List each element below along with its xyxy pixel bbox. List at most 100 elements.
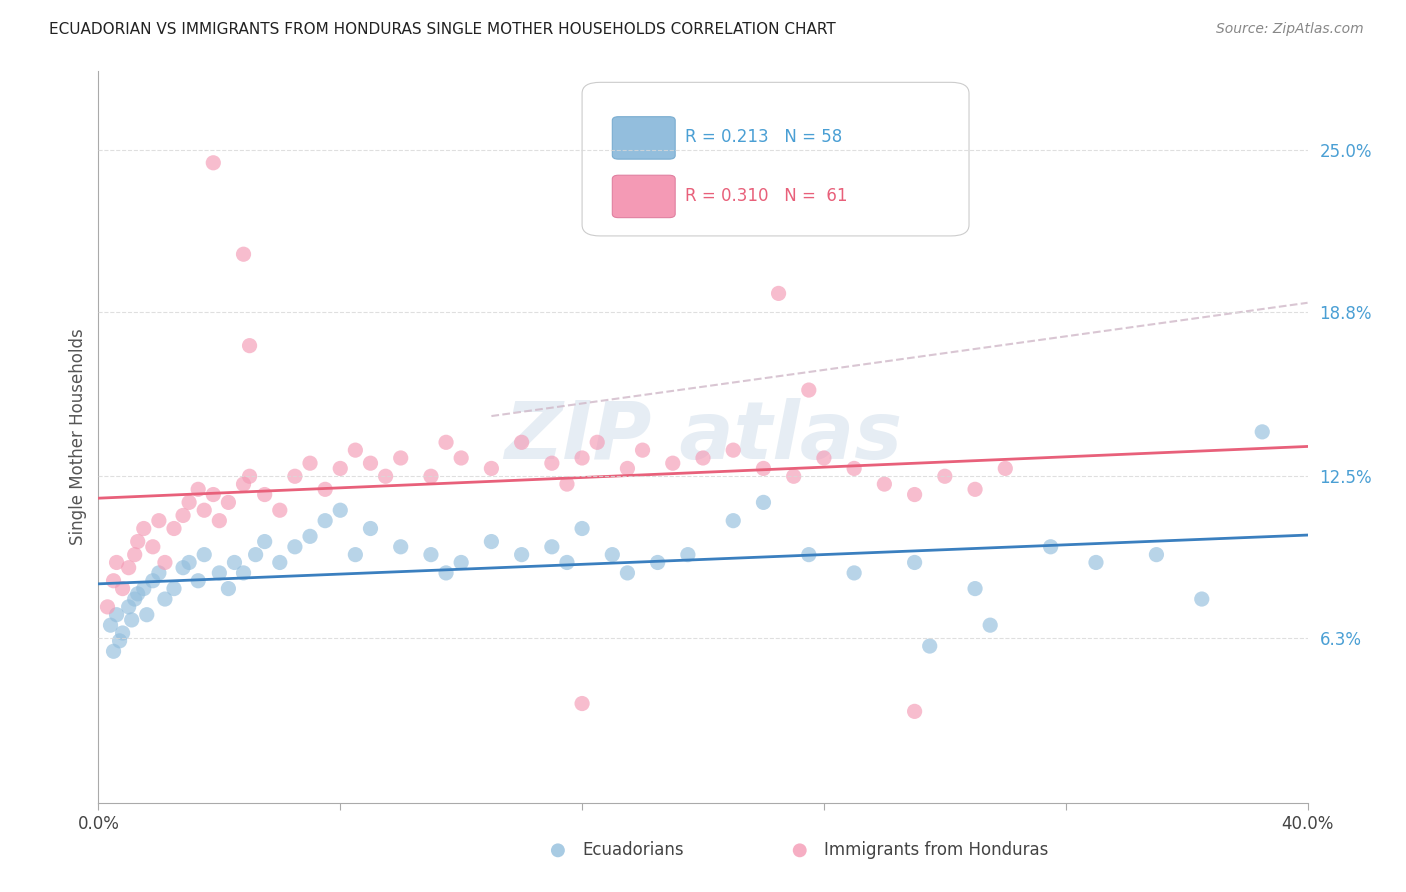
- Point: [420, 469, 443, 483]
- Point: [103, 644, 125, 658]
- Point: [269, 556, 291, 570]
- Point: [179, 556, 201, 570]
- Point: [434, 566, 457, 580]
- Point: [142, 540, 165, 554]
- Point: [142, 574, 165, 588]
- Y-axis label: Single Mother Households: Single Mother Households: [69, 329, 87, 545]
- Point: [132, 582, 155, 596]
- Text: Immigrants from Honduras: Immigrants from Honduras: [824, 841, 1049, 859]
- Point: [616, 461, 638, 475]
- Point: [904, 487, 927, 501]
- Point: [540, 540, 562, 554]
- Point: [187, 574, 209, 588]
- Point: [389, 540, 412, 554]
- Point: [676, 548, 699, 562]
- Point: [813, 450, 835, 465]
- Point: [904, 705, 927, 719]
- FancyBboxPatch shape: [613, 175, 675, 218]
- Point: [118, 560, 141, 574]
- Text: Source: ZipAtlas.com: Source: ZipAtlas.com: [1216, 22, 1364, 37]
- Point: [217, 582, 239, 596]
- Point: [314, 514, 336, 528]
- Point: [269, 503, 291, 517]
- Point: [873, 477, 896, 491]
- Point: [148, 514, 170, 528]
- Point: [692, 450, 714, 465]
- Point: [163, 521, 186, 535]
- Point: [124, 592, 146, 607]
- Point: [239, 339, 262, 353]
- Point: [148, 566, 170, 580]
- Point: [510, 548, 533, 562]
- Point: [752, 495, 775, 509]
- Point: [979, 618, 1001, 632]
- Point: [118, 599, 141, 614]
- Point: [127, 534, 149, 549]
- Point: [208, 566, 231, 580]
- Point: [1251, 425, 1274, 439]
- Point: [253, 487, 276, 501]
- Point: [232, 477, 254, 491]
- Point: [299, 456, 322, 470]
- Point: [374, 469, 396, 483]
- Point: [153, 592, 176, 607]
- Point: [723, 514, 745, 528]
- Point: [631, 443, 654, 458]
- Text: ECUADORIAN VS IMMIGRANTS FROM HONDURAS SINGLE MOTHER HOUSEHOLDS CORRELATION CHAR: ECUADORIAN VS IMMIGRANTS FROM HONDURAS S…: [49, 22, 837, 37]
- Point: [797, 383, 820, 397]
- Point: [284, 540, 307, 554]
- FancyBboxPatch shape: [613, 117, 675, 159]
- Point: [360, 521, 382, 535]
- Point: [571, 450, 593, 465]
- Point: [344, 548, 367, 562]
- Text: R = 0.310   N =  61: R = 0.310 N = 61: [685, 186, 848, 204]
- Point: [163, 582, 186, 596]
- Point: [540, 456, 562, 470]
- Point: [783, 469, 806, 483]
- Point: [100, 618, 122, 632]
- Point: [193, 548, 215, 562]
- Point: [918, 639, 941, 653]
- Point: [723, 443, 745, 458]
- Point: [994, 461, 1017, 475]
- Point: [1085, 556, 1108, 570]
- Point: [172, 560, 194, 574]
- Point: [420, 548, 443, 562]
- Point: [797, 548, 820, 562]
- Point: [202, 487, 225, 501]
- Point: [965, 483, 987, 497]
- Point: [555, 477, 578, 491]
- Point: [661, 456, 683, 470]
- Point: [245, 548, 267, 562]
- Point: [481, 461, 503, 475]
- Point: [187, 483, 209, 497]
- Point: [299, 529, 322, 543]
- Point: [232, 566, 254, 580]
- Point: [510, 435, 533, 450]
- Point: [571, 697, 593, 711]
- Point: [208, 514, 231, 528]
- Point: [647, 556, 669, 570]
- Point: [481, 534, 503, 549]
- Point: [103, 574, 125, 588]
- FancyBboxPatch shape: [582, 82, 969, 235]
- Point: [344, 443, 367, 458]
- Point: [314, 483, 336, 497]
- Point: [450, 556, 472, 570]
- Point: [105, 607, 128, 622]
- Text: R = 0.213   N = 58: R = 0.213 N = 58: [685, 128, 842, 146]
- Point: [284, 469, 307, 483]
- Point: [965, 582, 987, 596]
- Point: [121, 613, 143, 627]
- Point: [172, 508, 194, 523]
- Point: [135, 607, 157, 622]
- Point: [239, 469, 262, 483]
- Point: [329, 461, 352, 475]
- Point: [111, 626, 134, 640]
- Point: [434, 435, 457, 450]
- Point: [602, 548, 624, 562]
- Point: [253, 534, 276, 549]
- Point: [934, 469, 956, 483]
- Point: [1191, 592, 1213, 607]
- Point: [108, 633, 131, 648]
